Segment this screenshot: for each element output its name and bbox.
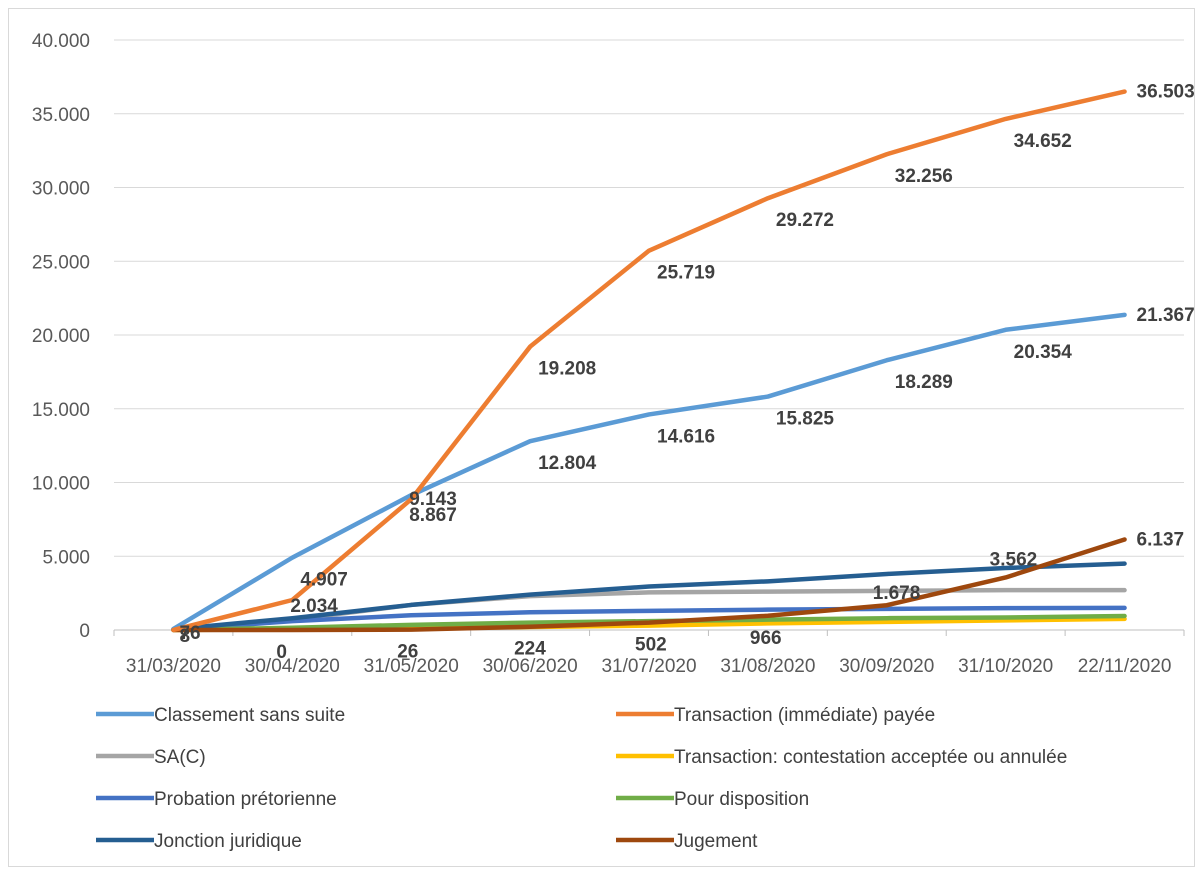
- legend-label: Jugement: [674, 831, 758, 852]
- data-label: 12.804: [538, 453, 597, 474]
- data-label: 18.289: [895, 372, 953, 393]
- y-tick-label: 5.000: [42, 547, 90, 568]
- data-label: 0: [276, 642, 287, 663]
- x-tick-label: 31/07/2020: [601, 656, 696, 677]
- legend: Classement sans suite Transaction (immédi…: [96, 705, 1067, 852]
- chart-frame: [8, 8, 1195, 867]
- data-label: 21.367: [1137, 305, 1195, 326]
- x-tick-label: 30/09/2020: [839, 656, 934, 677]
- data-label: 32.256: [895, 166, 953, 187]
- series-line-0: [171, 312, 1127, 632]
- data-label: 25.719: [657, 263, 715, 284]
- x-tick-label: 31/10/2020: [958, 656, 1053, 677]
- y-tick-label: 35.000: [32, 105, 90, 126]
- series-line-7: [171, 537, 1127, 633]
- data-label: 36.503: [1137, 82, 1195, 103]
- y-tick-label: 30.000: [32, 179, 90, 200]
- gridlines: [114, 39, 1184, 631]
- data-label: 9.143: [409, 489, 457, 510]
- x-axis-ticks: 31/03/2020 30/04/2020 31/05/2020 30/06/2020…: [113, 630, 1185, 677]
- data-label: 29.272: [776, 210, 834, 231]
- data-label: 3.562: [990, 549, 1038, 570]
- series-line-4: [171, 605, 1127, 632]
- series-lines: [171, 89, 1127, 633]
- legend-label: Probation prétorienne: [154, 789, 337, 810]
- data-label: 6.137: [1137, 529, 1185, 550]
- x-tick-label: 30/04/2020: [245, 656, 340, 677]
- y-tick-label: 15.000: [32, 400, 90, 421]
- x-tick-label: 31/08/2020: [720, 656, 815, 677]
- data-label: 15.825: [776, 409, 835, 430]
- legend-label: Transaction: contestation acceptée ou an…: [674, 747, 1067, 768]
- legend-label: SA(C): [154, 747, 206, 768]
- data-label: 1.678: [873, 583, 921, 604]
- y-tick-label: 0: [79, 621, 90, 642]
- y-tick-label: 40.000: [32, 31, 90, 52]
- legend-label: Jonction juridique: [154, 831, 302, 852]
- data-label: 8.867: [409, 505, 457, 526]
- y-tick-label: 20.000: [32, 326, 90, 347]
- data-label: 20.354: [1014, 342, 1073, 363]
- x-tick-label: 30/06/2020: [483, 656, 578, 677]
- data-label: 966: [750, 628, 782, 649]
- data-label: 26: [397, 642, 418, 663]
- data-label: 19.208: [538, 359, 596, 380]
- x-tick-label: 22/11/2020: [1078, 656, 1172, 677]
- y-tick-label: 10.000: [32, 474, 90, 495]
- data-label: 8: [179, 626, 190, 647]
- y-tick-label: 25.000: [32, 252, 90, 273]
- data-labels: 76 4.907 9.143 12.804 14.616 15.825 18.289 20.3…: [179, 82, 1194, 663]
- data-label: 14.616: [657, 426, 715, 447]
- data-label: 4.907: [300, 570, 348, 591]
- legend-label: Pour disposition: [674, 789, 809, 810]
- legend-label: Classement sans suite: [154, 705, 345, 726]
- series-line-6: [171, 561, 1127, 632]
- legend-label: Transaction (immédiate) payée: [674, 705, 935, 726]
- data-label: 502: [635, 635, 667, 656]
- series-line-1: [171, 89, 1127, 633]
- x-tick-label: 31/05/2020: [364, 656, 459, 677]
- x-tick-label: 31/03/2020: [126, 656, 221, 677]
- data-label: 224: [514, 639, 546, 660]
- data-label: 34.652: [1014, 131, 1072, 152]
- data-label: 76: [179, 623, 200, 644]
- y-axis-ticks: 0 5.000 10.000 15.000 20.000 25.000 30.000 35.0…: [32, 31, 90, 642]
- data-label: 2.034: [290, 596, 338, 617]
